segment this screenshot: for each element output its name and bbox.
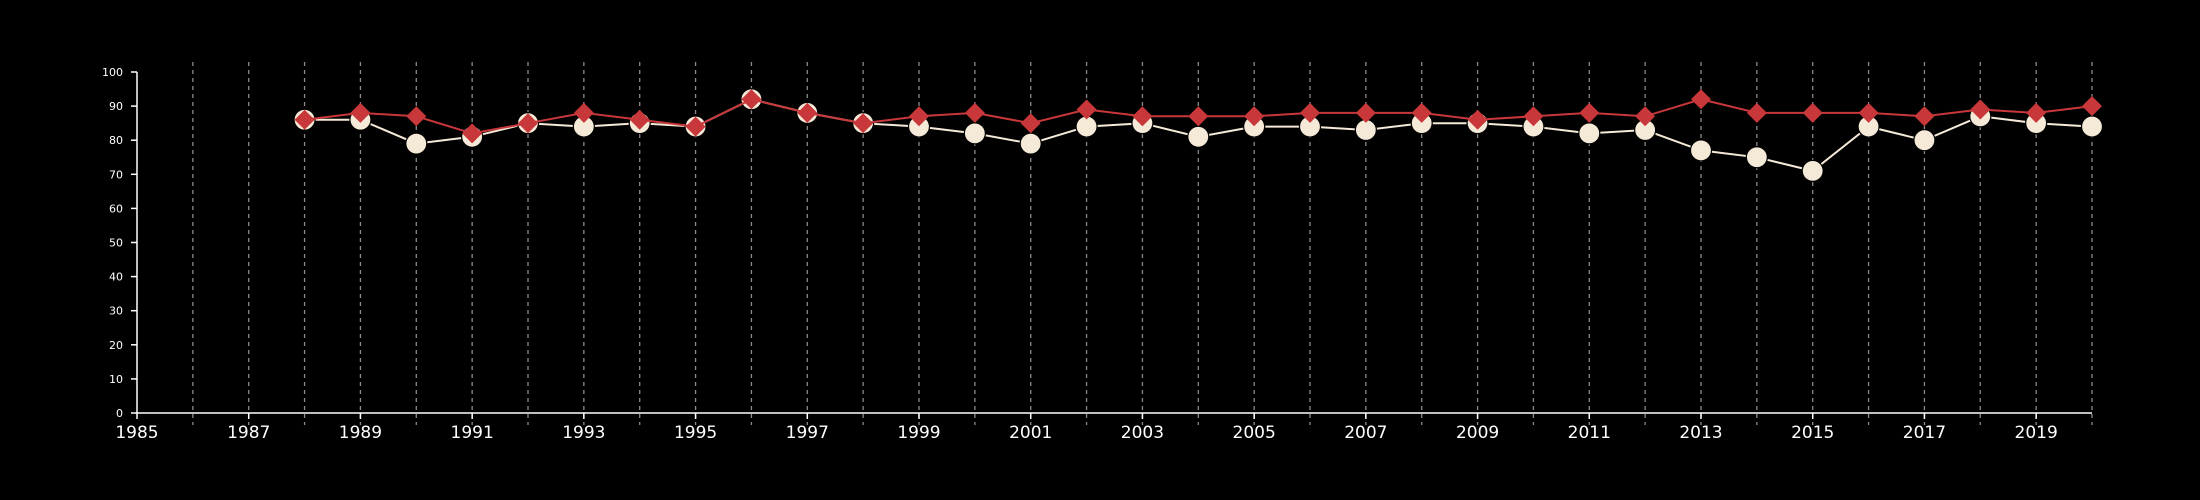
x-tick-label-1995: 1995 [674, 423, 717, 443]
series-2-point-1989 [350, 102, 371, 123]
series-1-point-2000 [963, 122, 986, 145]
series-2-point-2001 [1020, 113, 1041, 134]
series-2-point-2003 [1132, 106, 1153, 127]
series-2-point-2018 [1970, 99, 1991, 120]
series-2-point-1993 [573, 102, 594, 123]
series-1-point-1990 [405, 132, 428, 155]
series-2-point-2014 [1746, 102, 1767, 123]
series-2-point-2000 [964, 102, 985, 123]
y-tick-label-30: 30 [109, 305, 123, 318]
x-tick-label-1997: 1997 [786, 423, 829, 443]
y-tick-label-20: 20 [109, 339, 123, 352]
series-2-point-1996 [741, 89, 762, 110]
series-2-point-2005 [1244, 106, 1265, 127]
series-1-point-2014 [1745, 146, 1768, 169]
series-2-point-1997 [797, 102, 818, 123]
x-tick-label-1989: 1989 [339, 423, 382, 443]
x-tick-label-2005: 2005 [1233, 423, 1276, 443]
series-2-point-2002 [1076, 99, 1097, 120]
series-2-point-2004 [1188, 106, 1209, 127]
x-tick-label-1999: 1999 [897, 423, 940, 443]
x-tick-label-1987: 1987 [227, 423, 270, 443]
x-tick-label-2017: 2017 [1903, 423, 1946, 443]
series-2 [294, 89, 2102, 144]
series-1-point-2001 [1019, 132, 1042, 155]
series-1-point-2011 [1578, 122, 1601, 145]
x-tick-label-1991: 1991 [451, 423, 494, 443]
x-tick-label-2015: 2015 [1791, 423, 1834, 443]
x-tick-label-2001: 2001 [1009, 423, 1052, 443]
series-2-point-2015 [1802, 102, 1823, 123]
y-tick-label-70: 70 [109, 168, 123, 181]
x-tick-label-2003: 2003 [1121, 423, 1164, 443]
x-tick-label-2013: 2013 [1679, 423, 1722, 443]
series-1-point-2017 [1913, 129, 1936, 152]
series-2-point-1990 [406, 106, 427, 127]
y-tick-label-100: 100 [102, 66, 123, 79]
series-2-point-2007 [1355, 102, 1376, 123]
x-tick-label-1993: 1993 [562, 423, 605, 443]
series-2-point-2011 [1579, 102, 1600, 123]
series-2-point-1999 [909, 106, 929, 127]
x-tick-label-2007: 2007 [1344, 423, 1387, 443]
y-tick-label-40: 40 [109, 271, 123, 284]
x-tick-label-2011: 2011 [1568, 423, 1611, 443]
series-2-point-2020 [2082, 96, 2102, 117]
series-2-point-2006 [1300, 102, 1320, 123]
series-1-point-2020 [2080, 115, 2104, 138]
y-tick-label-0: 0 [116, 407, 123, 420]
x-tick-label-2009: 2009 [1456, 423, 1499, 443]
series-1-point-2004 [1187, 125, 1210, 148]
series-2-point-1992 [518, 113, 538, 134]
series-2-point-1998 [853, 113, 874, 134]
x-tick-label-2019: 2019 [2015, 423, 2058, 443]
series-2-point-1991 [462, 123, 483, 144]
series-2-point-2009 [1467, 109, 1488, 130]
series-2-point-2019 [2026, 102, 2047, 123]
series-2-point-2012 [1635, 106, 1656, 127]
axes: 0 10 20 30 40 50 60 70 80 90 100 1985 1987 1989 1991 19… [102, 66, 2092, 443]
series-2-point-2008 [1411, 102, 1432, 123]
series-1-point-2015 [1801, 159, 1824, 182]
y-tick-label-90: 90 [109, 100, 123, 113]
series-2-point-1995 [685, 116, 706, 137]
series-2-point-1988 [294, 109, 315, 130]
series-2-point-2010 [1523, 106, 1544, 127]
y-tick-label-80: 80 [109, 134, 123, 147]
series-1-point-2013 [1689, 139, 1713, 162]
series-2-point-1994 [629, 109, 650, 130]
series-2-point-2016 [1858, 102, 1879, 123]
y-tick-label-10: 10 [109, 373, 123, 386]
series-2-point-2017 [1914, 106, 1935, 127]
series-2-point-2013 [1691, 89, 1711, 110]
y-tick-label-50: 50 [109, 237, 123, 250]
series-group [293, 88, 2104, 182]
y-tick-label-60: 60 [109, 202, 123, 215]
x-tick-label-1985: 1985 [115, 423, 158, 443]
